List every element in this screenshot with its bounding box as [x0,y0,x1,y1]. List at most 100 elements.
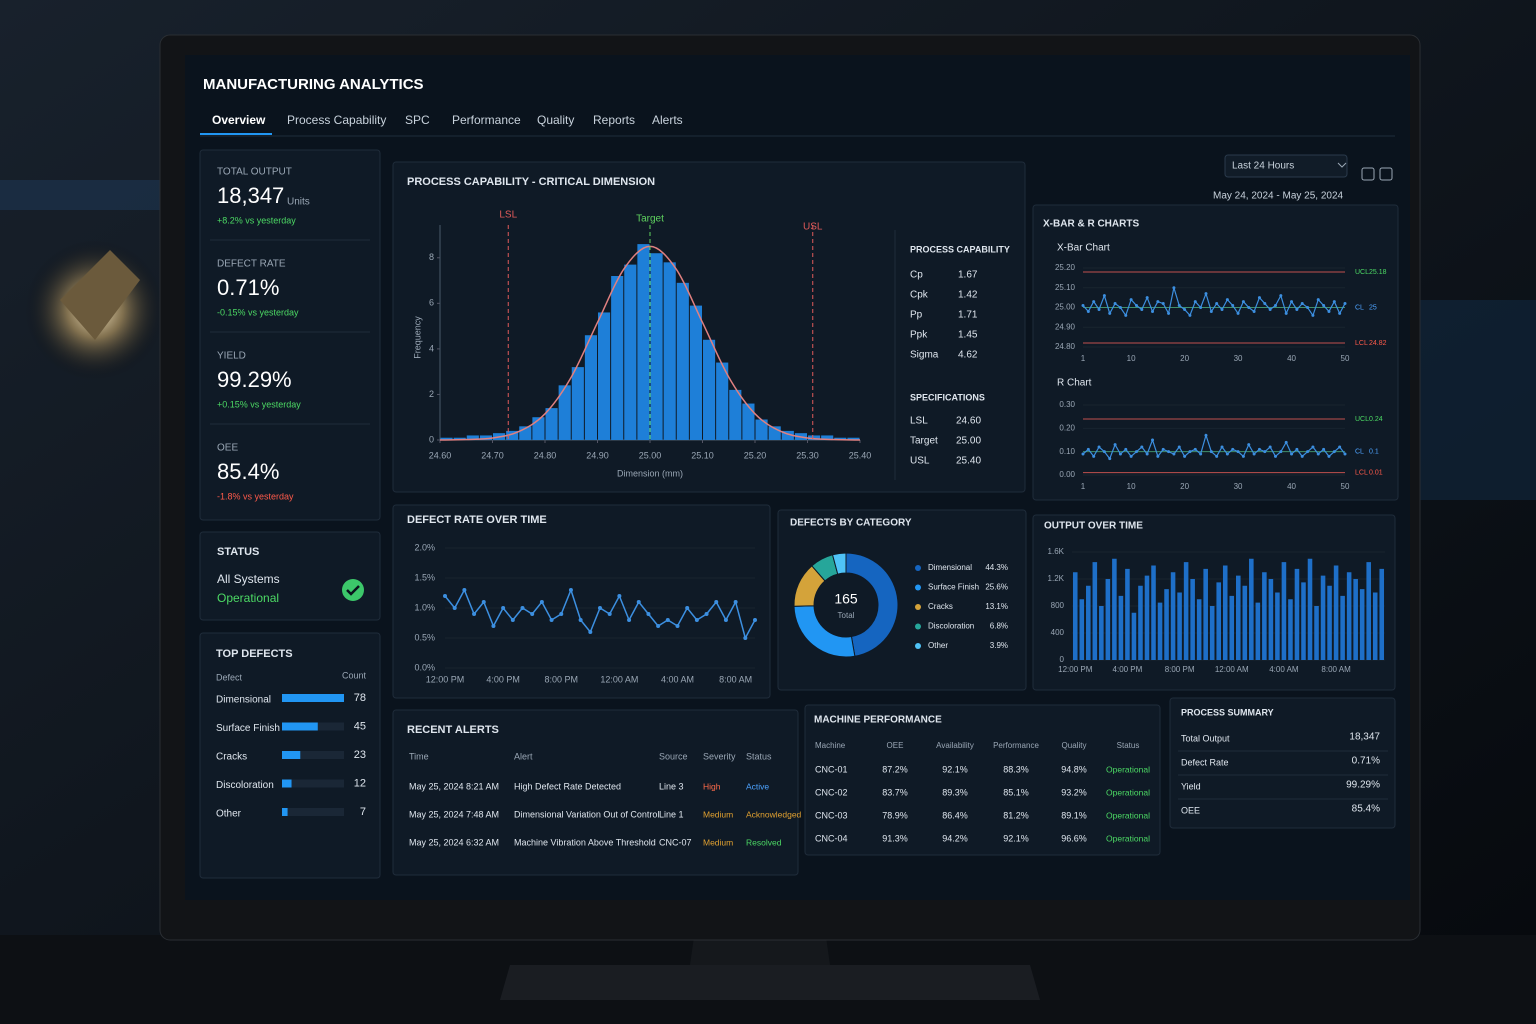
bar [1366,562,1371,660]
y-tick-label: 800 [1051,601,1065,610]
point [646,612,651,616]
tab[interactable]: Overview [212,113,266,127]
card [804,704,1161,856]
legend-swatch [915,604,921,610]
point [1118,452,1122,456]
point [1247,306,1251,309]
point [617,594,622,598]
dropdown-arrow [1337,162,1347,168]
bar [1333,565,1339,660]
bar [1359,589,1365,660]
table-cell: Medium [703,837,733,847]
bar [1346,572,1352,660]
point [443,594,447,598]
table-cell: 92.1% [1003,833,1029,843]
table-cell: 91.3% [882,833,908,843]
bar [1118,595,1124,660]
point [1199,306,1203,309]
point [1343,302,1347,306]
kpi-label: TOTAL OUTPUT [217,167,292,178]
x-tick-label: 4:00 AM [661,674,694,684]
point [753,618,757,622]
x-tick-label: 20 [1180,482,1189,491]
time-select[interactable] [1224,154,1348,178]
histogram-bar [558,385,571,440]
metric-name: Target [910,436,938,447]
point [1177,304,1181,308]
metric-value: 1.45 [958,330,978,341]
table-cell: CNC-07 [659,837,692,847]
kpi-value: 18,347 [217,183,284,208]
kpi-label: OEE [217,443,238,454]
table-cell: 94.8% [1061,764,1087,774]
y-tick-label: 0.20 [1059,423,1075,432]
refresh-button[interactable] [1361,167,1375,181]
table-cell: May 25, 2024 6:32 AM [409,837,499,847]
point [1193,300,1197,304]
bar [1288,599,1293,660]
point [1316,298,1320,302]
x-tick-label: 24.60 [429,450,452,460]
summary-label: Total Output [1181,733,1230,743]
x-tick-label: 12:00 AM [1215,665,1249,674]
table-cell: 92.1% [942,764,968,774]
legend-label: Other [928,641,948,650]
point [743,636,748,640]
histogram-bar [834,437,847,440]
tab[interactable]: Process Capability [287,113,386,127]
tab[interactable]: Alerts [652,113,683,127]
point [1156,300,1160,304]
section-title: SPECIFICATIONS [910,392,985,402]
table-cell: Line 3 [659,781,684,791]
point [1300,302,1304,306]
y-tick-label: 24.90 [1055,322,1076,331]
x-tick-label: 10 [1127,354,1136,363]
table-cell: 88.3% [1003,764,1029,774]
kpi-unit: Units [287,197,310,208]
point [501,606,506,610]
point [1108,311,1112,315]
chart-subtitle: R Chart [1057,378,1092,389]
metric-value: 1.71 [958,310,978,321]
histogram-bar [689,305,702,440]
x-tick-label: 25.00 [639,450,662,460]
time-range[interactable]: Last 24 Hours [1232,161,1294,172]
donut-segment [845,552,899,657]
point [1102,450,1106,454]
histogram-bar [624,264,637,440]
x-tick-label: 1 [1081,482,1086,491]
chart-title: X-BAR & R CHARTS [1043,219,1139,230]
point [1263,450,1267,454]
summary-label: Yield [1181,781,1201,791]
tab[interactable]: Reports [593,113,635,127]
legend-swatch [915,643,921,649]
control-value: 0.1 [1369,449,1379,456]
table-cell: CNC-02 [815,787,848,797]
point [1322,304,1326,308]
point [1129,298,1133,302]
metric-value: 4.62 [958,350,978,361]
value-label: 78 [354,692,366,704]
bar [1275,592,1280,660]
table-cell: Operational [1106,787,1150,797]
card [1169,697,1396,829]
tab[interactable]: SPC [405,113,430,127]
tab[interactable]: Quality [537,113,574,127]
chart-title: OUTPUT OVER TIME [1044,521,1143,532]
bar [282,751,301,759]
table-cell: CNC-01 [815,764,848,774]
x-tick-label: 30 [1234,482,1243,491]
column-header: Machine [815,741,846,750]
kpi-change: +0.15% vs yesterday [217,399,301,409]
table-cell: 89.1% [1061,810,1087,820]
bar [1105,579,1111,660]
histogram-bar [479,435,492,440]
histogram-bar [821,435,834,440]
point [452,606,457,610]
bar [282,808,288,816]
column-header: Source [659,751,688,761]
settings-button[interactable] [1379,167,1393,181]
tab[interactable]: Performance [452,113,521,127]
table-cell: Operational [1106,833,1150,843]
point [1145,452,1149,456]
